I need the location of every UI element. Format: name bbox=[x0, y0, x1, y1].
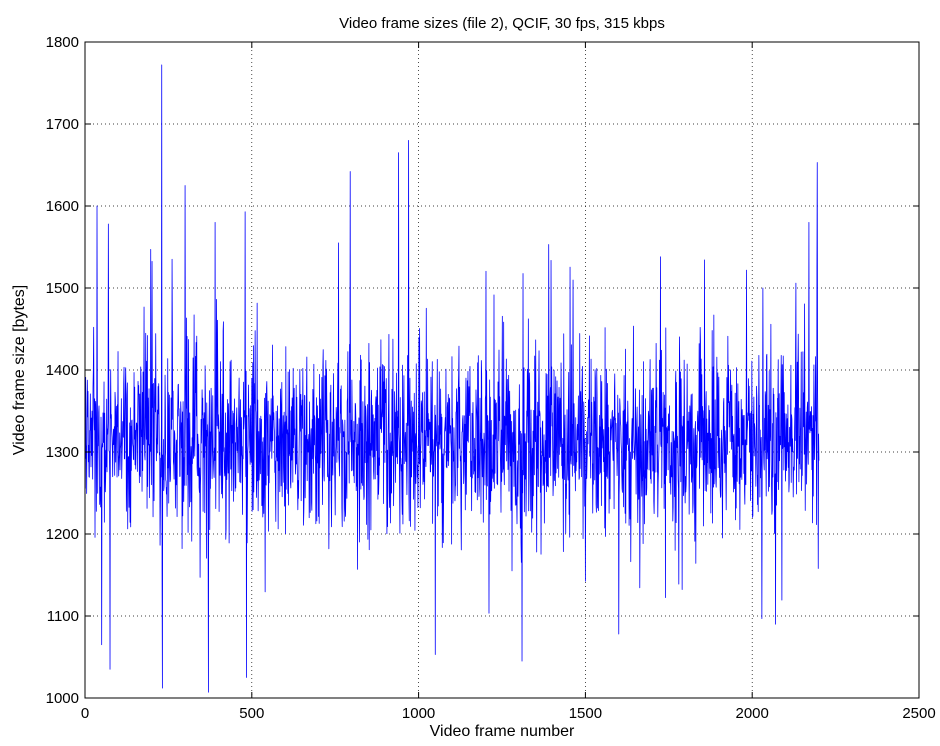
ticks-layer: 0 500 1000 1500 2000 2500 1000 1100 1200 1300 1400… bbox=[46, 34, 936, 722]
x-tick-label: 1500 bbox=[569, 705, 602, 722]
y-tick-label: 1500 bbox=[46, 280, 79, 297]
x-tick-label: 500 bbox=[239, 705, 264, 722]
y-tick-label: 1300 bbox=[46, 444, 79, 461]
y-tick-label: 1100 bbox=[47, 608, 79, 625]
y-tick-label: 1400 bbox=[46, 362, 79, 379]
y-tick-label: 1700 bbox=[46, 116, 79, 133]
x-axis-label: Video frame number bbox=[430, 723, 575, 740]
y-tick-label: 1200 bbox=[46, 526, 79, 543]
series-line bbox=[84, 64, 820, 693]
x-tick-label: 0 bbox=[81, 705, 89, 722]
y-tick-label: 1000 bbox=[46, 690, 79, 707]
x-tick-label: 2500 bbox=[902, 705, 935, 722]
x-tick-label: 2000 bbox=[736, 705, 769, 722]
y-tick-label: 1600 bbox=[46, 198, 79, 215]
y-tick-label: 1800 bbox=[46, 34, 79, 51]
series-layer bbox=[84, 64, 820, 693]
y-axis-label: Video frame size [bytes] bbox=[11, 285, 28, 455]
x-tick-label: 1000 bbox=[402, 705, 435, 722]
chart-title: Video frame sizes (file 2), QCIF, 30 fps… bbox=[339, 15, 665, 32]
